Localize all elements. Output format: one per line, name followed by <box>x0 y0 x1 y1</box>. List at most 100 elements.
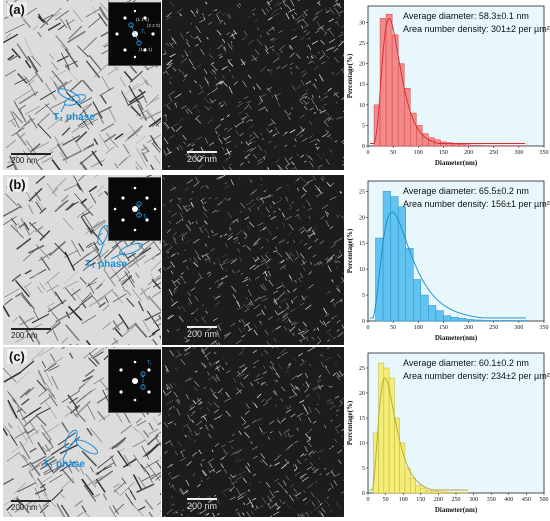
saed-label-a-2: (1 1 1) <box>139 47 153 52</box>
histogram-bar <box>409 477 416 494</box>
fit-curve <box>370 211 526 319</box>
bright-field-image-a: (a) (1 1 1) (2 2 0) (1 1 1) T₁ <box>3 0 161 170</box>
y-tick-label: 20 <box>359 215 365 221</box>
fit-curve <box>369 377 468 491</box>
x-tick-label: 50 <box>390 150 396 156</box>
histogram-bar <box>462 492 469 494</box>
x-tick-label: 450 <box>522 497 531 503</box>
histogram-bar <box>435 310 444 322</box>
x-tick-label: 150 <box>416 497 425 503</box>
y-tick-label: 25 <box>359 41 365 47</box>
histogram-bar <box>452 143 459 147</box>
y-tick-label: 15 <box>359 241 365 247</box>
y-tick-label: 0 <box>362 319 365 325</box>
y-tick-label: 5 <box>362 123 365 129</box>
saed-inset-b: T₁ <box>108 177 161 241</box>
histogram-bar <box>385 13 393 147</box>
scale-bar-df-a: 200 nm <box>187 151 217 164</box>
scale-bar-bf-b: 200 nm <box>11 328 51 340</box>
saed-label-b-0: T₁ <box>143 214 148 220</box>
histogram-bar <box>488 320 497 322</box>
y-tick-label: 10 <box>359 103 365 109</box>
scale-text-bf-c: 200 nm <box>11 503 38 512</box>
x-tick-label: 250 <box>489 325 498 331</box>
histogram-bar <box>382 191 391 322</box>
saed-label-c-0: T₁ <box>147 360 152 366</box>
phase-label-a: T₁ phase <box>53 112 95 123</box>
x-tick-label: 150 <box>439 150 448 156</box>
figure-row-a: (a) (1 1 1) (2 2 0) (1 1 1) T₁ <box>0 0 550 172</box>
y-tick-label: 10 <box>359 441 365 447</box>
histogram-bar <box>473 319 482 322</box>
scale-text-df-b: 200 nm <box>187 329 218 339</box>
y-tick-label: 20 <box>359 62 365 68</box>
histogram-svg-b: 0 50 100 150 200 250 300 350 0 5 10 15 20 25 Diameter(… <box>346 180 550 342</box>
average-diameter-label: Average diameter: 58.3±0.1 nm <box>403 11 529 21</box>
histogram-bar <box>373 432 379 494</box>
histogram-bar <box>503 320 512 322</box>
histogram-bar <box>420 294 429 322</box>
x-tick-label: 300 <box>514 325 523 331</box>
saed-inset-a: (1 1 1) (2 2 0) (1 1 1) T₁ <box>108 2 161 66</box>
x-tick-label: 250 <box>452 497 461 503</box>
histogram-a: 0 50 100 150 200 250 300 350 0 5 10 15 20 25 30 Diamete… <box>346 0 550 172</box>
x-tick-label: 250 <box>489 150 498 156</box>
y-tick-label: 5 <box>362 466 365 472</box>
histogram-bar <box>518 320 527 322</box>
fit-curve <box>370 17 525 144</box>
area-density-label: Area number density: 301±2 per µm² <box>403 24 550 34</box>
x-tick-label: 350 <box>540 325 549 331</box>
area-density-label: Area number density: 156±1 per µm² <box>403 199 550 209</box>
x-tick-label: 200 <box>464 150 473 156</box>
scale-text-df-c: 200 nm <box>187 501 218 511</box>
y-tick-label: 30 <box>359 20 365 26</box>
panel-label-a: (a) <box>7 2 27 17</box>
x-tick-label: 300 <box>514 150 523 156</box>
x-tick-label: 0 <box>367 325 370 331</box>
y-tick-label: 10 <box>359 267 365 273</box>
x-tick-label: 350 <box>487 497 496 503</box>
histogram-bar <box>428 305 437 322</box>
phase-label-b: T₁ phase <box>85 259 127 270</box>
df-texture-b <box>162 175 344 345</box>
figure-row-c: (c) T₁ T₁ phase 20 <box>0 347 550 519</box>
histogram-bar <box>431 490 437 494</box>
histogram-bar <box>480 320 489 322</box>
area-density-label: Area number density: 234±2 per µm² <box>403 371 550 381</box>
histogram-bar <box>388 377 395 494</box>
average-diameter-label: Average diameter: 60.1±0.2 nm <box>403 358 529 368</box>
x-tick-label: 400 <box>504 497 513 503</box>
histogram-bar <box>397 63 405 147</box>
histogram-bar <box>413 279 422 322</box>
scale-text-bf-a: 200 nm <box>11 156 38 165</box>
phase-label-c: T₁ phase <box>43 459 85 470</box>
histogram-bar <box>404 467 411 494</box>
histogram-bar <box>458 318 467 322</box>
y-axis-label: Percentage(%) <box>346 228 354 273</box>
histogram-bar <box>397 206 406 322</box>
histogram-c: 0 50 100 150 200 250 300 350 400 450 500 0 5 10 15 20 25… <box>346 347 550 519</box>
histogram-b: 0 50 100 150 200 250 300 350 0 5 10 15 20 25 Diameter(… <box>346 175 550 347</box>
scale-bar-df-c: 200 nm <box>187 498 217 511</box>
dark-field-image-c: 200 nm <box>162 347 344 517</box>
df-texture-a <box>162 0 344 170</box>
y-tick-label: 0 <box>362 144 365 150</box>
y-tick-label: 5 <box>362 293 365 299</box>
x-tick-label: 0 <box>367 150 370 156</box>
df-texture-c <box>162 347 344 517</box>
histogram-bar <box>465 319 474 322</box>
x-axis-label: Diameter(nm) <box>435 159 478 167</box>
bright-field-image-c: (c) T₁ T₁ phase 20 <box>3 347 161 517</box>
histogram-bar <box>420 487 427 494</box>
saed-inset-c: T₁ <box>108 349 161 413</box>
saed-pattern-c: T₁ <box>109 350 161 412</box>
x-axis-label: Diameter(nm) <box>435 334 478 342</box>
histogram-bar <box>415 485 422 494</box>
x-tick-label: 50 <box>383 497 389 503</box>
x-tick-label: 200 <box>434 497 443 503</box>
bright-field-image-b: (b) T₁ <box>3 175 161 345</box>
scale-text-df-a: 200 nm <box>187 154 218 164</box>
phase-outline-b <box>97 225 143 260</box>
histogram-bar <box>470 144 477 147</box>
histogram-bar <box>457 492 464 494</box>
